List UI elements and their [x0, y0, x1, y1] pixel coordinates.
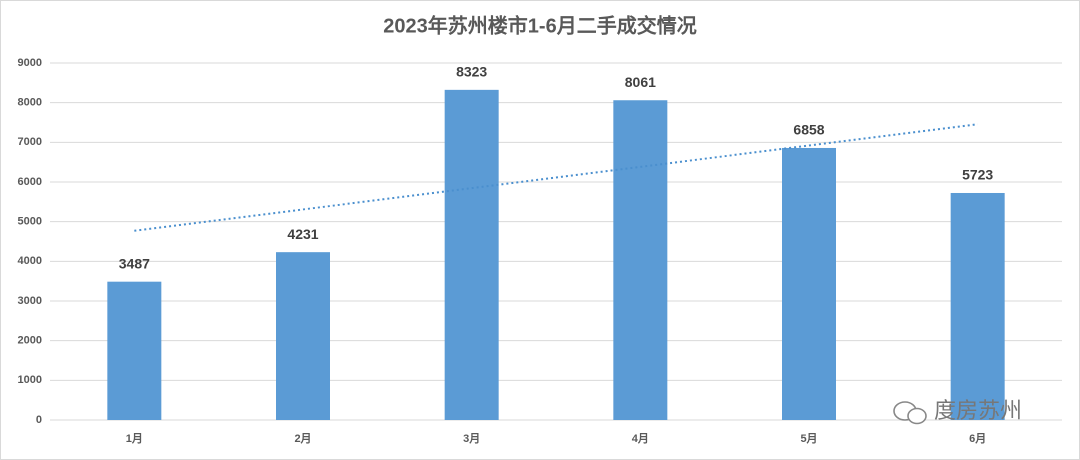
bar	[444, 89, 499, 420]
y-tick-label: 5000	[18, 216, 42, 228]
value-label: 8323	[456, 64, 487, 80]
bar	[782, 147, 836, 420]
x-tick-label: 2月	[294, 432, 311, 445]
x-tick-label: 4月	[632, 432, 649, 445]
y-tick-label: 8000	[18, 97, 42, 109]
value-label: 8061	[625, 74, 656, 90]
value-label: 6858	[793, 122, 824, 138]
x-tick-label: 1月	[126, 432, 143, 445]
y-tick-label: 0	[36, 414, 42, 426]
bar	[107, 281, 162, 420]
x-tick-label: 3月	[463, 432, 480, 445]
x-tick-label: 6月	[969, 432, 986, 445]
value-label: 5723	[962, 167, 993, 183]
chart-title: 2023年苏州楼市1-6月二手成交情况	[383, 13, 696, 37]
watermark: 度房苏州	[934, 398, 1022, 423]
y-tick-label: 3000	[18, 295, 42, 307]
bar	[613, 100, 668, 420]
watermark-icon	[893, 401, 927, 425]
y-tick-label: 7000	[18, 136, 42, 148]
y-tick-label: 9000	[18, 57, 42, 69]
y-tick-label: 1000	[18, 374, 42, 386]
y-tick-label: 4000	[18, 255, 42, 267]
bar	[950, 192, 1005, 420]
trendline	[134, 123, 978, 232]
value-label: 3487	[119, 255, 150, 271]
bar	[276, 252, 330, 420]
y-tick-label: 2000	[18, 335, 42, 347]
value-label: 4231	[287, 226, 318, 242]
y-tick-label: 6000	[18, 176, 42, 188]
x-tick-label: 5月	[800, 432, 817, 445]
